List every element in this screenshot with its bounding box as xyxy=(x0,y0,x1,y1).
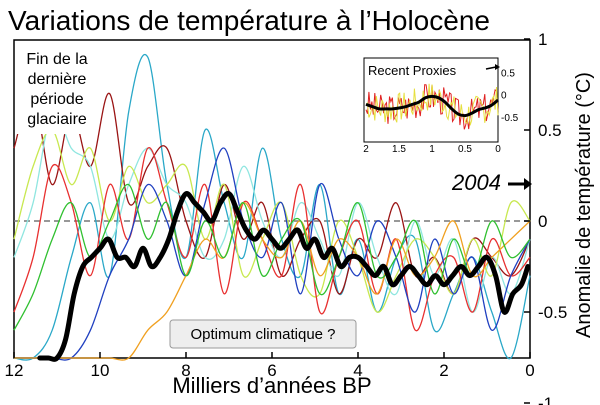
optimum-label: Optimum climatique ? xyxy=(190,326,335,343)
x-tick-label: 8 xyxy=(181,361,190,380)
y-tick-label: -1 xyxy=(538,394,553,405)
proxy-series-line-1 xyxy=(13,54,531,361)
marker-2004-label: 2004 xyxy=(451,170,501,195)
inset-y-axis: 0.5 0 -0.5 xyxy=(501,68,519,123)
proxy-series-line-8 xyxy=(13,183,531,331)
y-tick-label: 0.5 xyxy=(538,121,562,140)
inset-y-tick-label: -0.5 xyxy=(501,113,519,124)
glacial-annotation: Fin de la dernière période glaciaire xyxy=(16,42,98,134)
inset-title: Recent Proxies xyxy=(368,63,457,78)
x-axis-label: Milliers d’années BP xyxy=(172,373,371,398)
glacial-line-1: Fin de la xyxy=(26,51,87,68)
inset-arrow-shaft xyxy=(485,66,497,70)
glacial-line-3: période xyxy=(30,91,83,108)
inset-x-tick-label: 2 xyxy=(363,144,369,155)
inset-y-tick-label: 0 xyxy=(501,91,507,102)
y-tick-label: -0.5 xyxy=(538,303,567,322)
inset-x-tick-label: 1 xyxy=(429,144,435,155)
x-tick-label: 6 xyxy=(267,361,276,380)
x-tick-label: 4 xyxy=(353,361,362,380)
y-axis-label: Anomalie de température (°C) xyxy=(573,72,595,338)
inset-x-tick-label: 0 xyxy=(495,144,501,155)
y-axis: 1.510.50-0.5-1 xyxy=(524,30,567,405)
proxy-series-group xyxy=(13,54,531,361)
inset-average-line xyxy=(365,94,499,118)
glacial-line-4: glaciaire xyxy=(27,111,87,128)
glacial-annotation-box xyxy=(16,42,98,134)
marker-2004: 2004 xyxy=(451,170,532,195)
average-temperature-line xyxy=(37,191,531,362)
x-tick-label: 0 xyxy=(525,361,534,380)
y-tick-label: 1 xyxy=(538,30,547,49)
y-tick-label: 0 xyxy=(538,212,547,231)
inset-x-axis: 2 1.5 1 0.5 0 xyxy=(363,144,501,155)
inset-title-box xyxy=(366,60,460,80)
x-tick-label: 12 xyxy=(5,361,24,380)
x-axis: 12 10 8 6 4 2 0 xyxy=(5,352,535,380)
chart-title: Variations de température à l’Holocène xyxy=(8,5,490,36)
recent-proxies-inset: Recent Proxies 2 1.5 1 0.5 0 0.5 0 -0.5 xyxy=(363,57,519,155)
proxy-series-line-3 xyxy=(13,109,531,313)
inset-arrowhead xyxy=(495,64,500,70)
x-tick-label: 10 xyxy=(91,361,110,380)
optimum-annotation-box xyxy=(169,319,357,349)
inset-x-tick-label: 1.5 xyxy=(392,144,406,155)
inset-noisy-proxies xyxy=(365,83,499,130)
marker-2004-arrowhead xyxy=(524,178,532,190)
optimum-annotation: Optimum climatique ? xyxy=(169,319,357,349)
x-tick-label: 2 xyxy=(439,361,448,380)
glacial-line-2: dernière xyxy=(28,71,87,88)
inset-x-tick-label: 0.5 xyxy=(458,144,472,155)
inset-y-tick-label: 0.5 xyxy=(501,68,515,79)
proxy-series-line-6 xyxy=(14,147,531,361)
inset-noisy-line-2 xyxy=(365,83,499,126)
